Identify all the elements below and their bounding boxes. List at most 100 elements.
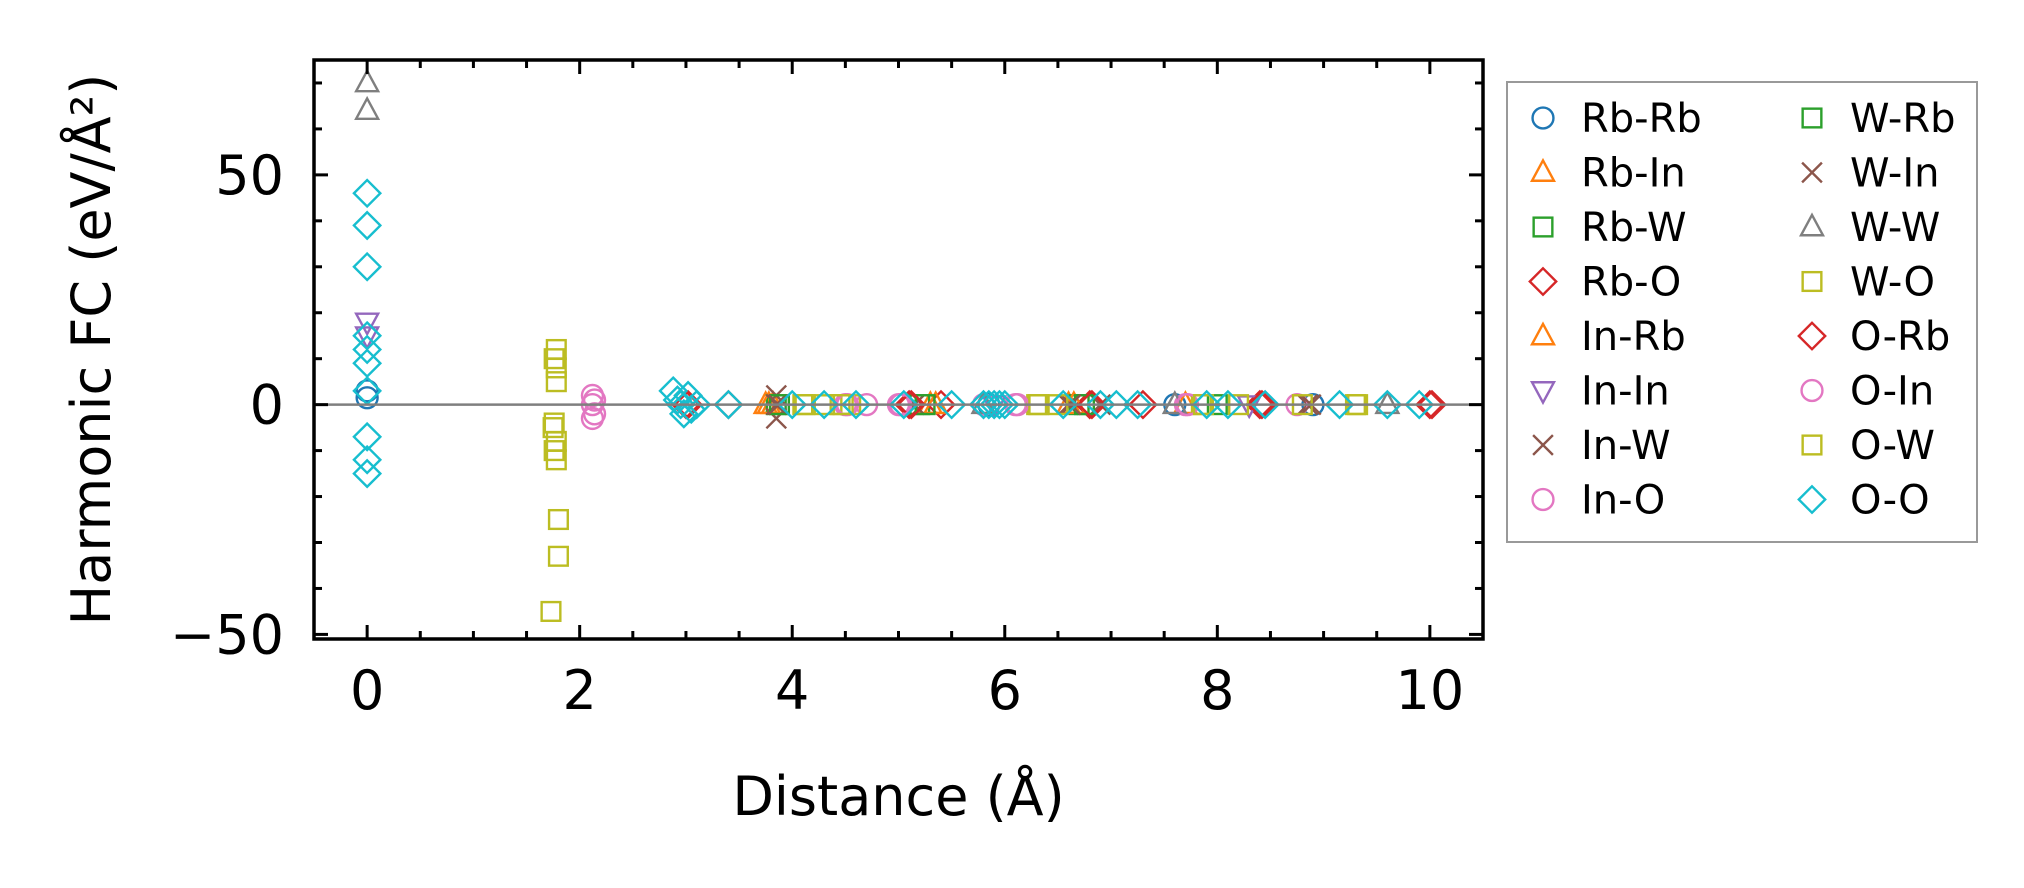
point-O-O-16 — [681, 389, 712, 420]
point-O-O-30 — [1101, 389, 1132, 420]
legend-marker-W-O — [1801, 270, 1823, 293]
legend-item-O-O: O-O — [1797, 478, 1930, 524]
point-Rb-Rb-0 — [355, 386, 379, 410]
y-tick-label: 50 — [215, 144, 284, 207]
legend-marker-O-Rb — [1797, 321, 1827, 351]
point-O-Rb-2 — [1077, 389, 1107, 420]
point-In-In-0 — [354, 312, 381, 337]
legend-item-W-O: W-O — [1801, 260, 1935, 306]
point-W-O-2 — [545, 371, 567, 393]
point-O-W-1 — [543, 412, 565, 434]
data-marks — [352, 68, 1447, 622]
legend-label: Rb-Rb — [1581, 96, 1702, 142]
point-Rb-Rb-1 — [355, 379, 379, 403]
y-axis-label: Harmonic FC (eV/Å²) — [59, 74, 123, 626]
legend-label: In-In — [1581, 369, 1670, 415]
point-O-O-4 — [352, 334, 383, 365]
x-tick-label: 10 — [1396, 659, 1465, 722]
legend-label: W-In — [1850, 151, 1940, 197]
point-O-O-26 — [984, 389, 1015, 420]
point-O-O-2 — [352, 251, 383, 282]
point-O-O-9 — [352, 458, 383, 489]
legend-label: In-O — [1581, 478, 1665, 524]
legend: Rb-Rb Rb-In Rb-W Rb-O In-Rb In-In In-W In-O W-Rb… — [1506, 81, 1978, 543]
point-O-O-21 — [888, 389, 919, 420]
legend-item-In-W: In-W — [1532, 423, 1671, 469]
legend-marker-O-In — [1800, 378, 1824, 403]
legend-item-O-Rb: O-Rb — [1797, 314, 1950, 360]
legend-item-In-O: In-O — [1531, 478, 1665, 524]
point-O-W-0 — [543, 348, 565, 370]
x-axis-label: Distance (Å) — [732, 764, 1064, 828]
point-O-O-13 — [668, 398, 699, 429]
point-O-O-25 — [979, 389, 1010, 420]
point-O-W-2 — [543, 440, 565, 462]
legend-marker-O-O — [1797, 484, 1827, 515]
legend-frame — [1506, 81, 1978, 543]
legend-marker-Rb-Rb — [1531, 106, 1555, 130]
point-O-O-28 — [1048, 389, 1079, 420]
point-O-O-8 — [352, 444, 383, 475]
legend-label: O-In — [1850, 369, 1934, 415]
legend-marker-Rb-In — [1529, 157, 1557, 182]
point-O-O-36 — [1372, 389, 1403, 420]
legend-marker-W-Rb — [1801, 107, 1823, 129]
point-O-O-27 — [989, 389, 1020, 420]
point-W-O-6 — [547, 508, 569, 531]
point-W-O-7 — [547, 545, 569, 567]
series-W-W — [354, 68, 1401, 415]
point-O-O-1 — [352, 210, 383, 241]
point-O-In-1 — [582, 402, 607, 426]
point-W-W-4 — [1374, 390, 1401, 415]
point-Rb-O-4 — [1074, 389, 1105, 420]
x-tick-label: 2 — [563, 659, 597, 722]
legend-item-Rb-Rb: Rb-Rb — [1531, 96, 1702, 142]
legend-item-Rb-W: Rb-W — [1532, 205, 1687, 251]
point-O-In-0 — [582, 388, 607, 412]
legend-label: Rb-W — [1581, 205, 1687, 251]
legend-label: O-O — [1850, 478, 1930, 524]
legend-item-O-In: O-In — [1800, 369, 1934, 415]
legend-marker-In-W — [1532, 434, 1554, 456]
y-tick-label: 0 — [250, 374, 284, 437]
plot-area-frame — [312, 58, 1485, 641]
legend-label: W-O — [1850, 260, 1935, 306]
point-O-O-17 — [713, 389, 744, 420]
legend-marker-In-Rb — [1529, 321, 1557, 346]
point-O-O-32 — [1191, 389, 1222, 420]
axis-ticks — [314, 60, 1483, 639]
series-W-O — [540, 338, 1367, 622]
point-Rb-O-6 — [1244, 389, 1275, 420]
x-tick-label: 6 — [988, 659, 1022, 722]
x-tick-label: 8 — [1200, 659, 1234, 722]
legend-item-Rb-In: Rb-In — [1529, 151, 1686, 197]
legend-item-In-Rb: In-Rb — [1529, 314, 1686, 360]
point-W-W-0 — [354, 68, 381, 93]
legend-item-Rb-O: Rb-O — [1528, 260, 1681, 306]
point-O-Rb-3 — [1247, 389, 1277, 420]
legend-item-W-Rb: W-Rb — [1801, 96, 1956, 142]
legend-label: W-W — [1850, 205, 1940, 251]
point-O-Rb-1 — [896, 389, 927, 420]
legend-marker-W-In — [1801, 161, 1823, 184]
point-O-O-22 — [936, 389, 967, 420]
x-tick-label: 0 — [350, 659, 384, 722]
point-O-O-35 — [1324, 389, 1355, 420]
y-tick-label: −50 — [170, 603, 284, 666]
legend-label: In-Rb — [1581, 314, 1686, 360]
point-W-W-1 — [354, 95, 381, 120]
legend-label: In-W — [1581, 423, 1671, 469]
axis-tick-labels: 0 2 4 6 8 10 −50 0 50 — [170, 144, 1464, 722]
legend-item-In-In: In-In — [1529, 369, 1670, 415]
point-Rb-O-5 — [1128, 389, 1158, 420]
point-O-O-0 — [352, 178, 383, 209]
legend-marker-In-O — [1531, 487, 1555, 512]
legend-item-W-W: W-W — [1798, 205, 1940, 251]
point-W-W-3 — [1161, 390, 1188, 415]
point-In-In-1 — [354, 326, 381, 351]
point-O-O-34 — [1250, 389, 1281, 420]
legend-marker-Rb-W — [1532, 216, 1554, 238]
point-O-Rb-4 — [1417, 389, 1447, 420]
series-O-O — [352, 178, 1435, 489]
point-O-O-31 — [1122, 389, 1153, 420]
